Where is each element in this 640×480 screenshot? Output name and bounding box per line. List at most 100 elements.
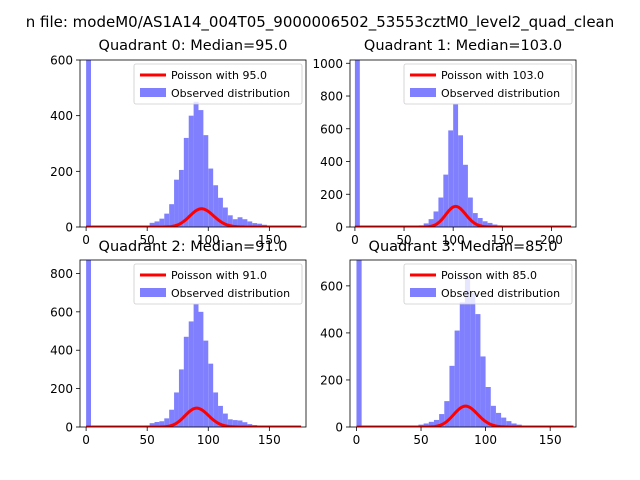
plot-area — [356, 260, 574, 427]
histogram-bar — [433, 419, 440, 427]
histogram-bar — [467, 197, 473, 227]
histogram-bar — [475, 314, 481, 427]
histogram-bar — [463, 164, 468, 227]
histogram-bar — [169, 409, 175, 427]
histogram-bar — [164, 418, 170, 427]
legend-box — [133, 263, 303, 305]
x-tick-label: 100 — [442, 233, 465, 247]
chart-title: Quadrant 0: Median=95.0 — [99, 38, 288, 54]
histogram-bar — [448, 130, 454, 227]
histogram-bar — [464, 276, 471, 427]
histogram-bar — [174, 392, 179, 427]
histogram-bar — [458, 135, 463, 227]
histogram-bar — [193, 101, 199, 227]
axes-frame — [349, 59, 577, 228]
histogram-bar — [193, 304, 199, 427]
legend-histogram-swatch — [410, 288, 436, 297]
x-tick-label: 0 — [82, 433, 90, 447]
y-tick-label: 1000 — [312, 57, 343, 71]
histogram-bar — [449, 365, 455, 427]
histogram-bar — [227, 215, 233, 227]
legend-poisson-label: Poisson with 95.0 — [171, 69, 267, 82]
chart-title: Quadrant 3: Median=85.0 — [369, 239, 558, 255]
histogram-bar — [213, 392, 219, 427]
histogram-bar — [487, 222, 493, 227]
y-tick-label: 400 — [320, 155, 343, 169]
y-tick-label: 400 — [50, 344, 73, 358]
poisson-curve — [85, 207, 302, 227]
histogram-bar — [428, 219, 434, 227]
legend-histogram-label: Observed distribution — [441, 287, 560, 300]
histogram-bar — [218, 197, 223, 227]
chart-panel-3: 0 50 100 150 0 200 400 600 Quadrant 3: Median=85… — [320, 239, 577, 447]
histogram-bar — [482, 221, 488, 227]
histogram-bar — [242, 422, 248, 427]
axes-frame — [79, 59, 307, 228]
histogram-bar — [511, 423, 517, 427]
x-tick-label: 100 — [197, 433, 220, 447]
y-tick-label: 200 — [320, 373, 343, 387]
histogram-bar — [506, 421, 512, 427]
x-tick-label: 150 — [258, 433, 281, 447]
legend-box — [403, 263, 573, 305]
histogram-bar — [232, 219, 238, 227]
histogram-bar — [423, 223, 429, 227]
axes-frame — [349, 259, 577, 428]
y-tick-label: 0 — [65, 221, 73, 235]
y-tick-label: 0 — [335, 221, 343, 235]
plot-area — [85, 60, 302, 227]
histogram-bar — [183, 137, 189, 227]
y-tick-label: 600 — [50, 54, 73, 68]
histogram-bar — [242, 219, 248, 227]
histogram-bar — [237, 420, 243, 427]
histogram-bar — [208, 168, 214, 227]
legend-box — [403, 63, 573, 105]
y-tick-label: 0 — [65, 421, 73, 435]
histogram-bar — [203, 340, 209, 427]
histogram-bar — [480, 356, 486, 427]
histogram-bar — [169, 204, 175, 227]
legend-histogram-label: Observed distribution — [171, 287, 290, 300]
x-tick-label: 150 — [491, 233, 514, 247]
x-tick-label: 150 — [258, 233, 281, 247]
histogram-bar — [86, 260, 91, 427]
histogram-bar — [174, 179, 179, 227]
x-tick-label: 0 — [351, 233, 359, 247]
histogram-bar — [159, 218, 165, 227]
x-tick-label: 200 — [540, 233, 563, 247]
chart-panel-1: 0 50 100 150 200 0 200 400 600 800 1000 Quadrant 1:… — [312, 38, 577, 247]
chart-title: Quadrant 1: Median=103.0 — [364, 38, 562, 54]
histogram-bar — [252, 223, 258, 227]
x-tick-label: 50 — [413, 433, 428, 447]
histogram-bar — [188, 115, 194, 227]
histogram-bar — [459, 302, 465, 427]
histogram-bar — [453, 104, 459, 227]
histogram-bar — [356, 260, 362, 427]
histogram-bar — [227, 419, 233, 427]
histogram-bar — [198, 110, 204, 227]
histogram-bar — [454, 330, 460, 427]
histogram-bar — [428, 421, 434, 427]
x-tick-label: 100 — [197, 233, 220, 247]
histogram-bar — [438, 197, 444, 227]
histogram-bar — [485, 387, 491, 427]
legend-poisson-label: Poisson with 91.0 — [171, 269, 267, 282]
legend-histogram-swatch — [140, 288, 166, 297]
y-tick-label: 400 — [50, 109, 73, 123]
y-tick-label: 800 — [320, 90, 343, 104]
histogram-bar — [433, 211, 439, 227]
histogram-bar — [183, 336, 189, 427]
histogram-bar — [188, 321, 194, 427]
x-tick-label: 0 — [353, 433, 361, 447]
legend-histogram-label: Observed distribution — [171, 87, 290, 100]
axes-frame — [79, 259, 307, 428]
x-tick-label: 50 — [140, 433, 155, 447]
x-tick-label: 150 — [539, 433, 562, 447]
histogram-bar — [439, 414, 445, 427]
x-tick-label: 50 — [140, 233, 155, 247]
histogram-bar — [218, 405, 223, 427]
figure-suptitle: n file: modeM0/AS1A14_004T05_9000006502_… — [26, 13, 615, 32]
histogram-bar — [495, 412, 502, 427]
histogram-bar — [443, 174, 449, 227]
y-tick-label: 400 — [320, 326, 343, 340]
